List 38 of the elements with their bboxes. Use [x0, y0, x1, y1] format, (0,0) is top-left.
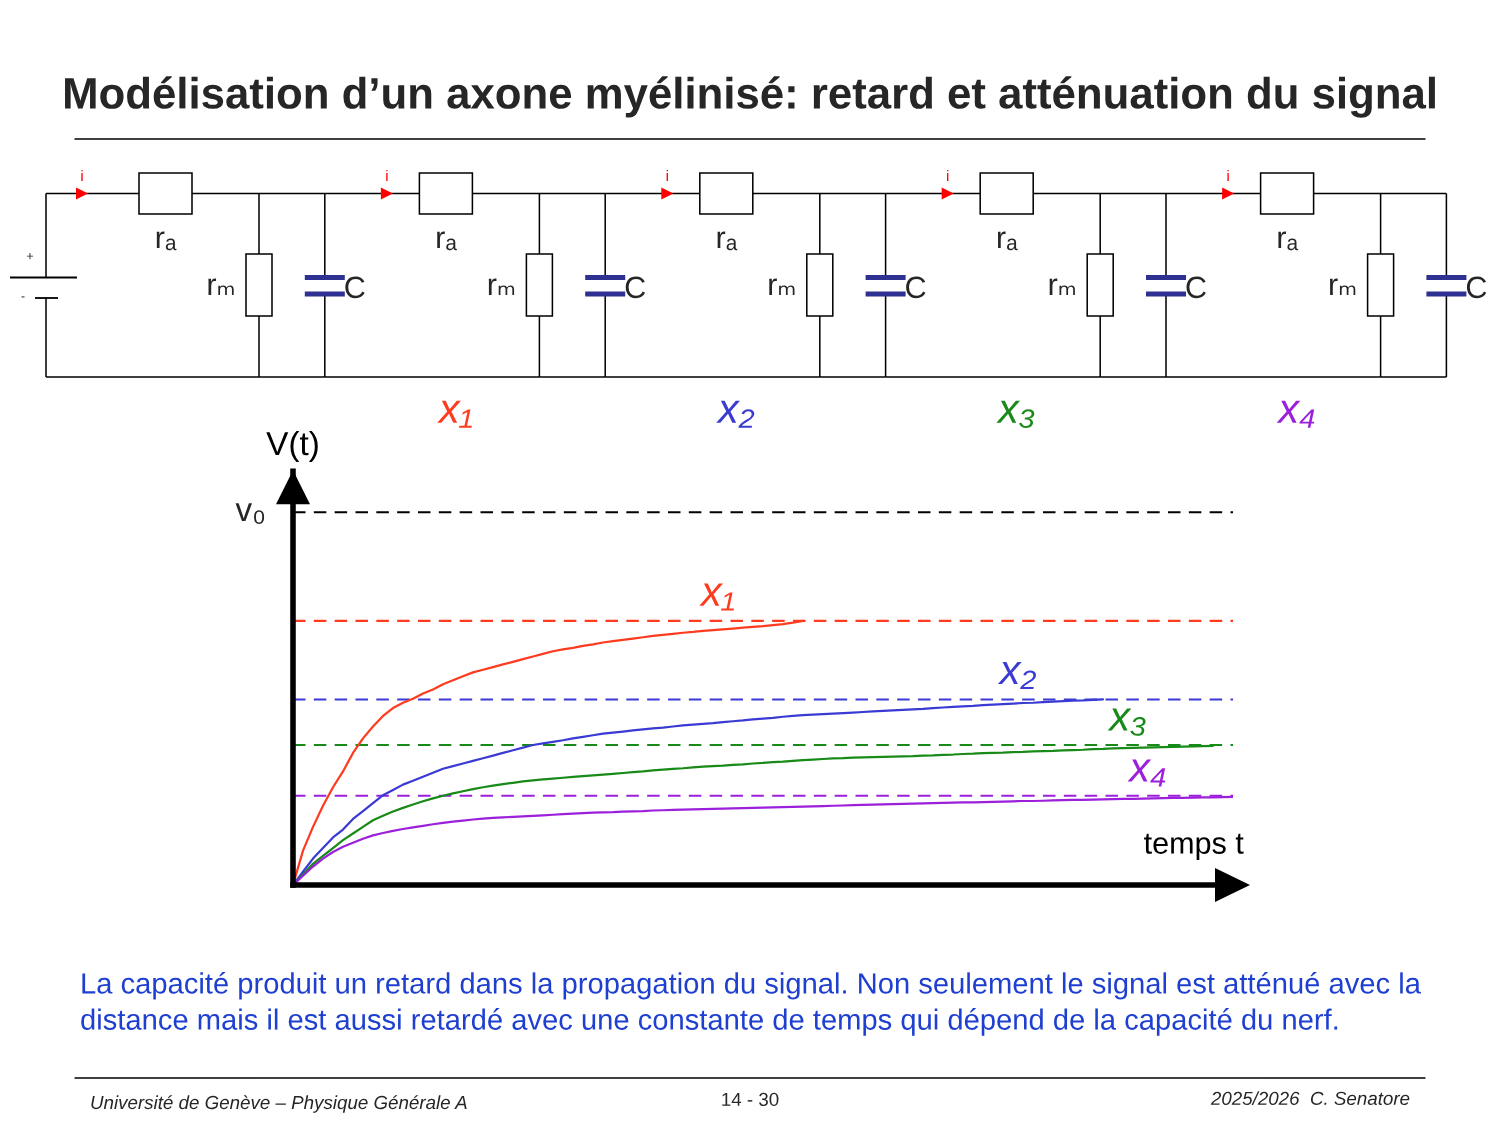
text: rₘ — [1330, 278, 1356, 296]
text: i — [81, 169, 83, 181]
y-axis-title: V(t) — [266, 430, 318, 462]
text: C — [1186, 276, 1206, 299]
text: - — [21, 296, 25, 298]
text: C — [345, 276, 365, 299]
series-label: x₃ — [1107, 708, 1146, 736]
text: + — [26, 253, 34, 260]
x-axis-title: temps t — [1144, 833, 1244, 860]
text: i — [386, 169, 388, 181]
text: rₐ — [437, 231, 457, 251]
text: x₂ — [716, 400, 755, 428]
series-label: x₄ — [1127, 759, 1166, 787]
series-label: x₂ — [997, 662, 1037, 690]
text: rₐ — [717, 231, 738, 251]
series-label: x₁ — [699, 583, 734, 611]
text: rₐ — [156, 231, 177, 251]
text: i — [947, 169, 949, 181]
text: rₘ — [208, 278, 234, 296]
text: x₄ — [1276, 400, 1315, 428]
text: C — [625, 276, 646, 299]
text: Université de Genève – Physique Générale A — [91, 1095, 467, 1113]
text: rₘ — [769, 278, 795, 296]
text: 2025/2026 C. Senatore — [1210, 1091, 1410, 1106]
text: C — [906, 276, 926, 299]
text: La capacité produit un retard dans la propagation du signal. Non seulement le signal est atténué avec la distance mais il est aussi retardé avec une constante de temps qui dépend de la capacité du nerf. — [81, 972, 1421, 1036]
text: 14 - 30 — [722, 1092, 779, 1107]
text: i — [1227, 169, 1229, 181]
ref-line-label: v₀ — [235, 503, 265, 524]
text: i — [666, 169, 668, 181]
text: C — [1466, 276, 1487, 299]
text: Modélisation d’un axone myélinisé: retard et atténuation du signal — [65, 76, 1435, 118]
text: x₃ — [996, 400, 1035, 428]
text: rₐ — [997, 231, 1018, 251]
text: rₐ — [1278, 231, 1299, 251]
text: rₘ — [488, 278, 515, 296]
text: x₁ — [437, 400, 472, 428]
text: rₘ — [1049, 278, 1075, 296]
